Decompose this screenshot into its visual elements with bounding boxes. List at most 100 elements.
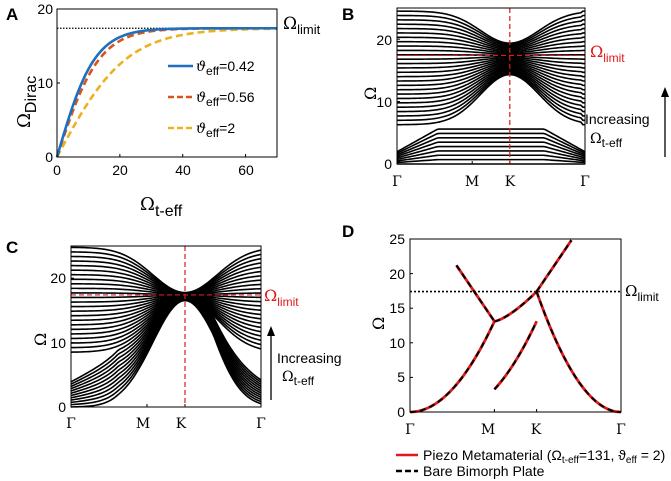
d-legend-label-bare: Bare Bimorph Plate bbox=[423, 463, 545, 479]
b-band-26 bbox=[397, 49, 585, 55]
c-increasing-arrowhead bbox=[267, 326, 275, 336]
c-band-22 bbox=[70, 294, 262, 308]
b-xtick-k: K bbox=[505, 174, 516, 190]
d-bare-branch-3 bbox=[493, 320, 538, 391]
b-band-7 bbox=[396, 132, 586, 155]
a-xlabel: Ωt-eff bbox=[140, 194, 183, 220]
c-band-5 bbox=[70, 298, 262, 397]
a-legend-label-1: ϑeff=0.42 bbox=[196, 58, 255, 78]
panel-c: 0 10 20 Γ M K Γ Ω Ωlimit Increasing Ωt-e… bbox=[31, 245, 342, 432]
panel-a-frame bbox=[56, 8, 278, 158]
b-band-8 bbox=[396, 128, 586, 153]
b-band-15 bbox=[397, 66, 585, 100]
c-band-24 bbox=[71, 294, 262, 299]
b-band-20 bbox=[397, 60, 585, 78]
b-increasing-arrowhead bbox=[661, 87, 669, 97]
b-band-22 bbox=[397, 58, 585, 69]
b-annotation-increasing: Increasing bbox=[585, 111, 650, 127]
panel-b-frame bbox=[396, 7, 586, 165]
d-bare-branch-5 bbox=[535, 239, 573, 293]
b-band-5 bbox=[396, 141, 586, 158]
c-ylabel: Ω bbox=[31, 333, 50, 346]
d-legend-label-piezo: Piezo Metamaterial (Ωt-eff=131, ϑeff = 2… bbox=[423, 447, 665, 466]
b-band-16 bbox=[397, 65, 585, 95]
d-bare-branch-1 bbox=[455, 264, 496, 322]
panel-label-d: D bbox=[342, 222, 354, 241]
panel-b-bands bbox=[396, 10, 586, 165]
c-band-16 bbox=[70, 296, 262, 335]
a-ytick-10: 10 bbox=[37, 75, 53, 91]
panel-label-c: C bbox=[6, 238, 18, 257]
panel-d-bare-series bbox=[409, 239, 622, 413]
a-series-line-1 bbox=[55, 26, 277, 158]
b-band-14 bbox=[397, 67, 585, 104]
b-band-2 bbox=[396, 154, 586, 162]
b-xtick-m: M bbox=[465, 174, 479, 190]
b-band-35 bbox=[397, 10, 585, 44]
d-ylabel: Ω bbox=[369, 317, 388, 330]
panel-c-frame bbox=[70, 245, 262, 408]
c-annotation-increasing: Increasing bbox=[277, 350, 342, 366]
panel-d-legend: Piezo Metamaterial (Ωt-eff=131, ϑeff = 2… bbox=[396, 447, 665, 479]
b-band-21 bbox=[397, 59, 585, 74]
c-band-25 bbox=[71, 292, 262, 296]
d-bare-branch-2 bbox=[494, 290, 538, 323]
panel-d-piezo-series bbox=[409, 239, 622, 414]
c-band-28 bbox=[70, 278, 262, 295]
b-band-11 bbox=[397, 71, 585, 117]
a-ytick-0: 0 bbox=[45, 149, 53, 165]
b-xtick-gamma-start: Γ bbox=[392, 174, 402, 190]
panel-a: 0 10 20 0 20 40 60 Ωt-eff ΩDirac Ωlimit … bbox=[14, 1, 321, 220]
b-ytick-10: 10 bbox=[376, 94, 392, 110]
c-annotation-omega: Ωt-eff bbox=[282, 369, 315, 388]
b-band-13 bbox=[397, 68, 585, 109]
a-limit-label: Ωlimit bbox=[283, 14, 321, 37]
panel-b: 0 10 20 Γ M K Γ Ω Ωlimit Increasing Ωt-e… bbox=[361, 7, 669, 190]
b-band-30 bbox=[397, 32, 585, 50]
d-xtick-gamma-end: Γ bbox=[616, 422, 626, 438]
d-piezo-branch-3 bbox=[493, 320, 538, 391]
c-band-30 bbox=[70, 269, 262, 295]
b-band-12 bbox=[397, 70, 585, 113]
d-xtick-k: K bbox=[531, 422, 542, 438]
c-xtick-k: K bbox=[176, 416, 187, 432]
panel-label-b: B bbox=[342, 5, 354, 24]
d-ytick-0: 0 bbox=[397, 404, 405, 420]
panel-d: 0 5 10 15 20 25 Γ M K Γ Ω Ωlimit Piezo M… bbox=[369, 231, 665, 479]
c-band-17 bbox=[70, 295, 262, 331]
a-series-line-3 bbox=[55, 27, 278, 158]
c-band-21 bbox=[71, 294, 262, 312]
d-bare-branch-0 bbox=[409, 320, 496, 413]
b-band-9 bbox=[397, 73, 585, 126]
b-band-34 bbox=[397, 14, 585, 46]
d-xtick-m: M bbox=[481, 422, 495, 438]
a-legend-label-2: ϑeff=0.56 bbox=[196, 89, 255, 109]
b-ytick-0: 0 bbox=[384, 156, 392, 172]
b-band-27 bbox=[397, 45, 585, 54]
d-bare-branch-4 bbox=[535, 291, 622, 413]
a-xtick-20: 20 bbox=[112, 162, 128, 178]
b-ytick-20: 20 bbox=[376, 32, 392, 48]
b-band-32 bbox=[397, 23, 585, 48]
a-xtick-40: 40 bbox=[175, 162, 191, 178]
panel-c-bands bbox=[70, 246, 262, 408]
panel-a-legend: ϑeff=0.42 ϑeff=0.56 ϑeff=2 bbox=[168, 58, 255, 140]
b-band-1 bbox=[396, 158, 586, 164]
b-band-4 bbox=[396, 145, 586, 159]
b-band-29 bbox=[397, 36, 585, 52]
b-band-10 bbox=[397, 72, 585, 122]
b-band-19 bbox=[397, 61, 585, 82]
c-band-20 bbox=[70, 295, 262, 317]
d-ytick-20: 20 bbox=[389, 266, 405, 282]
c-band-26 bbox=[71, 287, 262, 296]
c-limit-label: Ωlimit bbox=[264, 286, 299, 309]
d-piezo-branch-0 bbox=[409, 320, 496, 414]
b-band-33 bbox=[397, 19, 585, 47]
c-band-18 bbox=[70, 295, 262, 326]
b-band-23 bbox=[397, 56, 585, 65]
d-piezo-branch-2 bbox=[494, 290, 538, 323]
b-band-6 bbox=[396, 136, 586, 156]
a-ytick-20: 20 bbox=[37, 1, 53, 17]
panel-d-ticks bbox=[409, 238, 622, 413]
